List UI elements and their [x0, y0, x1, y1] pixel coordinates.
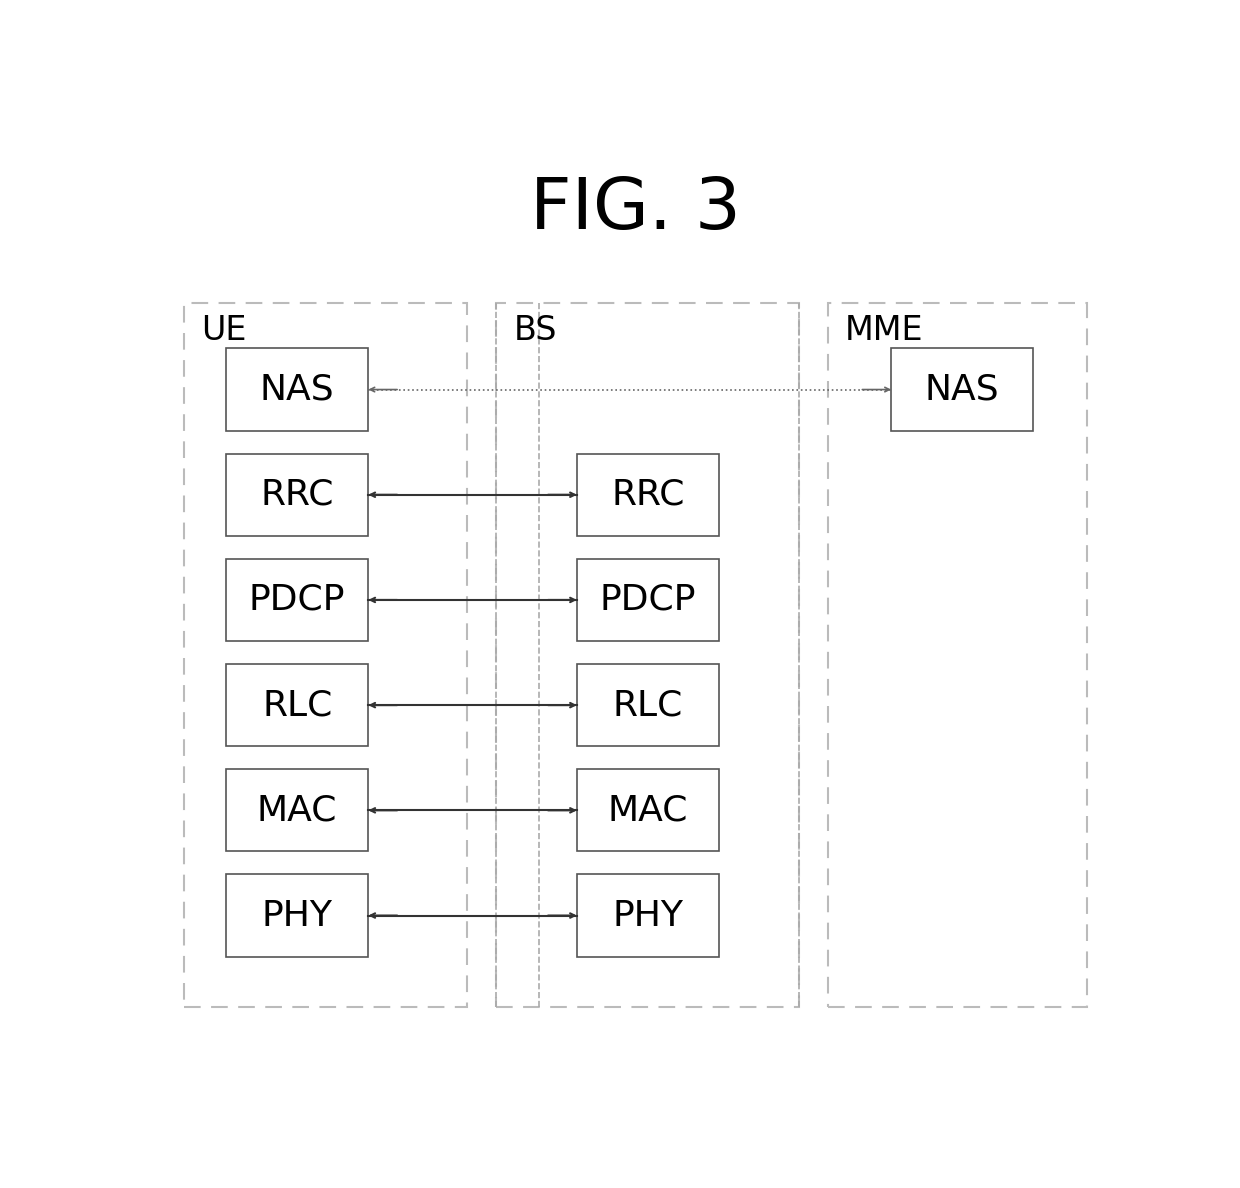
Text: BS: BS — [513, 314, 557, 347]
Text: FIG. 3: FIG. 3 — [529, 175, 742, 244]
Text: RRC: RRC — [611, 478, 684, 512]
Bar — [184, 303, 467, 1007]
Bar — [226, 769, 368, 852]
Text: PDCP: PDCP — [600, 583, 696, 617]
Bar — [226, 874, 368, 956]
Text: MME: MME — [844, 314, 924, 347]
Bar — [577, 664, 719, 746]
Bar — [496, 303, 799, 1007]
Bar — [577, 454, 719, 536]
Text: UE: UE — [201, 314, 247, 347]
Bar — [828, 303, 1087, 1007]
Text: RRC: RRC — [260, 478, 334, 512]
Text: RLC: RLC — [262, 688, 332, 722]
Bar — [577, 558, 719, 642]
Bar — [226, 664, 368, 746]
Bar — [577, 874, 719, 956]
Text: NAS: NAS — [925, 373, 999, 406]
Bar — [577, 769, 719, 852]
Text: RLC: RLC — [613, 688, 683, 722]
Text: PDCP: PDCP — [249, 583, 346, 617]
Text: MAC: MAC — [257, 794, 337, 827]
Text: PHY: PHY — [262, 898, 332, 933]
Bar — [226, 558, 368, 642]
Bar — [226, 348, 368, 431]
Text: MAC: MAC — [608, 794, 688, 827]
Bar — [892, 348, 1033, 431]
Text: PHY: PHY — [613, 898, 683, 933]
Bar — [226, 454, 368, 536]
Text: NAS: NAS — [260, 373, 335, 406]
